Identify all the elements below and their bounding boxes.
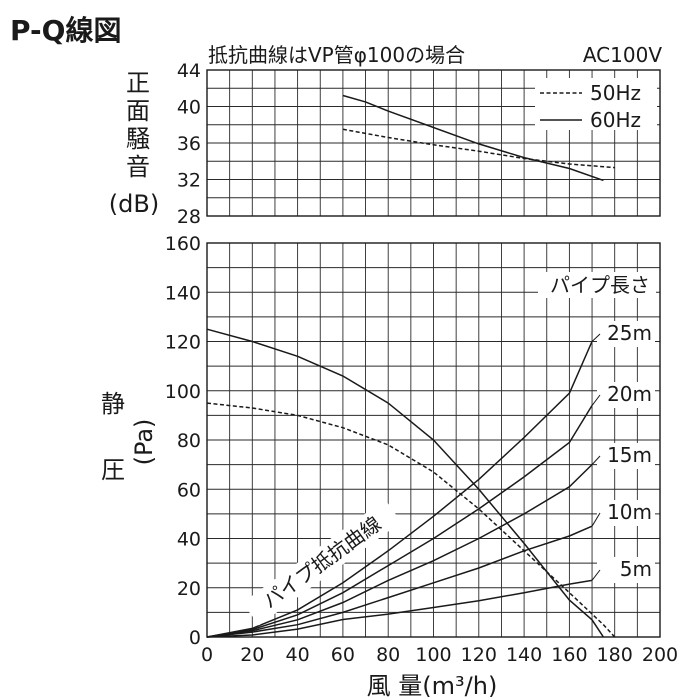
pipe-curve-15m [206,464,593,638]
pipe-length-label-10m: 10m [607,500,652,524]
pressure-ylabel-char: 静 [101,390,125,418]
chart-subtitle: 抵抗曲線はVP管φ100の場合 [208,43,465,67]
x-tick: 100 [415,644,451,666]
pipe-label-leader [591,394,601,406]
noise-legend: 50Hz 60Hz [535,78,657,132]
pressure-grid [206,242,661,638]
pipe-label-leader [591,569,601,581]
legend-label-60Hz: 60Hz [590,108,641,132]
chart-title: P-Q線図 [10,14,121,47]
noise-y-tick: 44 [177,60,201,82]
x-tick: 0 [201,644,213,666]
pipe-label-bg [597,321,655,347]
pipe-curve-5m [206,579,593,638]
pipe-length-label-15m: 15m [607,443,652,467]
x-tick: 140 [506,644,542,666]
x-tick: 160 [551,644,587,666]
noise-ylabel-unit: (dB) [109,190,159,218]
legend-label-50Hz: 50Hz [590,81,641,105]
pq-line-60Hz [206,328,605,638]
pressure-ylabel-unit: (Pa) [130,419,158,466]
x-tick: 80 [376,644,400,666]
pipe-curve-10m [206,525,593,638]
pipe-curve-25m [206,341,593,638]
pipe-length-label-20m: 20m [607,382,652,406]
pressure-ylabel-char: 圧 [101,456,125,484]
noise-ylabel-char: 音 [126,153,150,181]
x-tick: 20 [240,644,264,666]
pressure-y-tick: 20 [177,578,201,600]
pipe-curves-label-text: パイプ抵抗曲線 [258,511,385,613]
pipe-label-bg [597,500,655,526]
pq-line-50Hz [206,402,616,638]
pressure-y-tick: 0 [189,627,201,649]
pressure-panel: 0 20 40 60 80 100 120 140 160 0 20 40 60 80 100 120 140 1… [101,233,678,666]
noise-frame [206,69,661,217]
pipe-length-label-25m: 25m [607,321,652,345]
pipe-label-bg [597,443,655,469]
pressure-y-tick: 160 [165,233,201,255]
x-tick: 200 [642,644,678,666]
legend-bg [535,78,657,130]
pipe-label-leader [591,512,601,527]
pipe-label-bg [597,382,655,408]
pipe-length-label-5m: 5m [620,557,652,581]
noise-y-tick: 40 [177,97,201,119]
pressure-frame [206,242,661,638]
noise-y-tick: 36 [177,133,201,155]
pipe-length-title: パイプ長さ [550,273,650,297]
power-spec: AC100V [583,43,662,67]
x-tick: 180 [597,644,633,666]
pressure-y-tick: 140 [165,282,201,304]
noise-y-tick: 32 [177,170,201,192]
pressure-y-tick: 60 [177,479,201,501]
pipe-length-title-bg [538,272,656,298]
pressure-y-tick: 80 [177,430,201,452]
noise-line-60Hz [342,94,604,182]
pressure-y-tick: 40 [177,529,201,551]
noise-ylabel-char: 正 [126,69,150,97]
noise-ylabel-char: 騒 [126,125,150,153]
x-tick: 40 [286,644,310,666]
pressure-y-tick: 100 [165,381,201,403]
pipe-label-bg [597,557,655,583]
noise-y-tick: 28 [177,206,201,228]
x-tick: 120 [461,644,497,666]
pipe-curve-20m [206,405,593,638]
noise-ylabel-char: 面 [126,97,150,125]
pipe-curves-label-bg [242,499,402,626]
pressure-y-tick: 120 [165,332,201,354]
noise-line-50Hz [342,128,615,169]
pipe-curves-label: パイプ抵抗曲線 [242,499,402,626]
x-axis-label: 風 量(m³/h) [367,672,498,700]
pipe-label-leader [591,333,601,342]
x-tick: 60 [331,644,355,666]
pipe-label-leader [591,455,601,465]
